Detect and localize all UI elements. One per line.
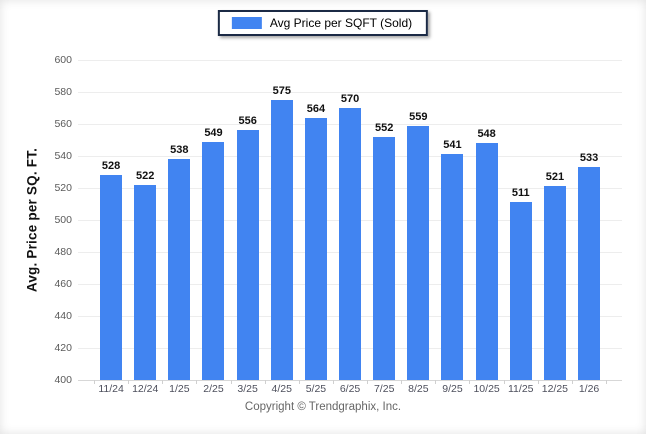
bar	[236, 130, 259, 380]
x-tick-mark	[230, 380, 232, 384]
bar-value-label: 522	[136, 169, 155, 182]
gridline	[78, 380, 622, 381]
bar	[100, 175, 123, 380]
bar-cell: 538	[162, 60, 196, 380]
y-tick-label: 440	[54, 310, 72, 322]
x-tick-label: 5/25	[305, 383, 327, 395]
bar-value-label: 541	[443, 139, 462, 152]
bar	[475, 143, 498, 380]
bar-value-label: 552	[375, 121, 394, 134]
bar-value-label: 549	[204, 126, 223, 139]
y-tick-label: 560	[54, 118, 72, 130]
x-tick-mark	[94, 380, 95, 384]
bar	[202, 141, 225, 380]
bar-value-label: 575	[272, 85, 291, 97]
bar	[543, 186, 566, 380]
x-tick-mark	[367, 380, 369, 384]
y-tick-label: 600	[54, 54, 72, 66]
bar	[339, 108, 362, 380]
x-tick-label: 12/24	[132, 383, 159, 395]
bar	[304, 117, 327, 380]
bar	[270, 100, 293, 380]
x-tick-mark	[503, 380, 505, 384]
y-tick-label: 540	[54, 150, 72, 162]
bar-cell: 552	[367, 60, 401, 380]
bar-value-label: 511	[511, 187, 530, 200]
x-tick-label: 1/25	[169, 383, 190, 395]
x-tick-label: 1/26	[578, 383, 600, 395]
bar-cell: 521	[538, 60, 572, 380]
bar	[509, 202, 532, 380]
bar-series: 528 522 538 549 556 575 564 570 552 559 541 548 511 5…	[78, 60, 622, 380]
bar-cell: 533	[572, 60, 606, 380]
x-tick-label: 11/24	[98, 383, 124, 395]
x-tick-label: 3/25	[237, 383, 258, 395]
x-tick-label: 6/25	[339, 383, 361, 395]
bar-value-label: 548	[477, 128, 496, 141]
gridline	[78, 60, 622, 61]
bar-cell: 541	[435, 60, 469, 380]
bar	[441, 154, 464, 380]
bar-cell: 548	[470, 60, 504, 380]
bar	[578, 167, 601, 380]
x-axis-tick-labels: 11/24 12/24 1/25 2/25 3/25 4/25 5/25 6/25 7/25 8/…	[78, 383, 622, 395]
x-tick-label: 4/25	[271, 383, 292, 395]
x-tick-mark	[537, 380, 539, 384]
bar	[168, 159, 191, 380]
bar-value-label: 556	[238, 115, 257, 128]
x-tick-label: 11/25	[508, 383, 534, 395]
bar-value-label: 528	[101, 160, 121, 173]
chart-legend: Avg Price per SQFT (Sold)	[217, 10, 429, 36]
y-tick-label: 500	[54, 214, 72, 226]
bar-value-label: 570	[340, 93, 360, 105]
y-tick-label: 580	[54, 86, 72, 98]
copyright-text: Copyright © Trendgraphix, Inc.	[244, 401, 402, 413]
bar-value-label: 559	[409, 110, 428, 123]
x-tick-mark	[435, 380, 437, 384]
legend-swatch	[231, 17, 262, 29]
x-tick-mark	[264, 380, 266, 384]
x-tick-mark	[128, 380, 130, 384]
bar	[373, 136, 396, 380]
x-tick-mark	[571, 380, 573, 384]
x-tick-mark	[196, 380, 198, 384]
x-tick-label: 9/25	[442, 383, 463, 395]
bar-cell: 549	[196, 60, 230, 380]
y-tick-label: 480	[54, 246, 72, 258]
plot-area: 528 522 538 549 556 575 564 570 552 559 541 548 511 5…	[78, 60, 622, 384]
bar-cell: 559	[401, 60, 435, 380]
bar-cell: 522	[128, 60, 162, 380]
y-tick-label: 520	[54, 182, 72, 194]
x-tick-label: 10/25	[473, 383, 500, 395]
bar-value-label: 564	[306, 102, 326, 115]
bar-cell: 528	[94, 60, 128, 380]
bar-cell: 575	[265, 60, 299, 380]
bar-value-label: 538	[170, 144, 189, 157]
x-tick-label: 2/25	[203, 383, 224, 395]
gridline	[78, 92, 622, 93]
bar	[407, 125, 430, 380]
legend-label: Avg Price per SQFT (Sold)	[269, 16, 413, 30]
x-tick-mark	[401, 380, 403, 384]
bar-cell: 511	[504, 60, 538, 380]
x-tick-label: 7/25	[373, 383, 395, 395]
bar-value-label: 533	[579, 152, 599, 165]
bar-cell: 564	[299, 60, 333, 380]
y-tick-label: 420	[54, 342, 72, 354]
x-tick-mark	[469, 380, 471, 384]
bar-value-label: 521	[545, 171, 565, 184]
x-tick-label: 12/25	[541, 383, 569, 395]
y-tick-label: 460	[54, 278, 72, 290]
x-tick-mark	[162, 380, 164, 384]
bar	[134, 184, 157, 380]
x-tick-mark	[332, 380, 334, 384]
x-tick-mark	[298, 380, 300, 384]
x-tick-mark	[606, 380, 607, 384]
bar-cell: 556	[231, 60, 265, 380]
x-tick-label: 8/25	[408, 383, 429, 395]
y-tick-label: 400	[54, 374, 72, 386]
bar-cell: 570	[333, 60, 367, 380]
